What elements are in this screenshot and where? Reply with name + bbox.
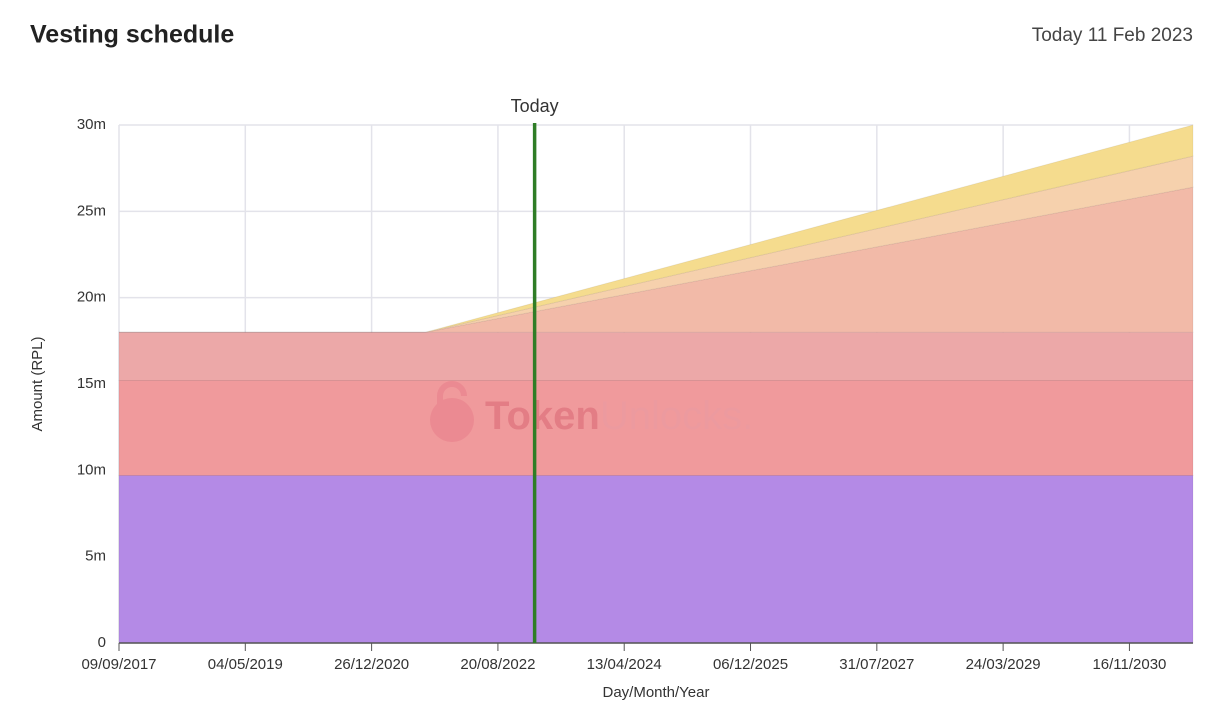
- y-tick-label: 30m: [77, 116, 106, 133]
- area: [118, 331, 1194, 382]
- x-tick-label: 24/03/2029: [966, 656, 1041, 673]
- x-tick-label: 06/12/2025: [713, 656, 788, 673]
- y-tick-label: 10m: [77, 461, 106, 478]
- watermark-icon: [437, 381, 467, 404]
- area: [119, 155, 1194, 333]
- x-axis-label: Day/Month/Year: [602, 684, 709, 701]
- x-tick-label: 09/09/2017: [81, 656, 156, 673]
- y-tick-label: 5m: [85, 548, 106, 565]
- x-tick-label: 26/12/2020: [334, 656, 409, 673]
- watermark: TokenUnlocks.: [430, 381, 753, 442]
- area: [118, 475, 1194, 644]
- x-tick-label: 16/11/2030: [1092, 656, 1166, 673]
- today-label: Today: [511, 96, 559, 116]
- y-tick-label: 0: [98, 634, 106, 651]
- x-tick-label: 31/07/2027: [839, 656, 914, 673]
- watermark-icon: [430, 398, 474, 442]
- today-date: Today 11 Feb 2023: [1032, 25, 1193, 46]
- y-axis-label: Amount (RPL): [29, 336, 46, 431]
- y-tick-label: 15m: [77, 375, 106, 392]
- watermark-light: Unlocks.: [600, 394, 753, 438]
- area: [119, 124, 1194, 333]
- y-tick-label: 20m: [77, 289, 106, 306]
- x-tick-label: 20/08/2022: [460, 656, 535, 673]
- area: [118, 380, 1194, 477]
- watermark-text: TokenUnlocks.: [485, 394, 753, 438]
- chart-title: Vesting schedule: [30, 21, 234, 49]
- x-tick-label: 13/04/2024: [587, 656, 662, 673]
- y-tick-label: 25m: [77, 202, 106, 219]
- x-tick-label: 04/05/2019: [208, 656, 283, 673]
- area: [119, 186, 1194, 333]
- watermark-bold: Token: [485, 394, 600, 438]
